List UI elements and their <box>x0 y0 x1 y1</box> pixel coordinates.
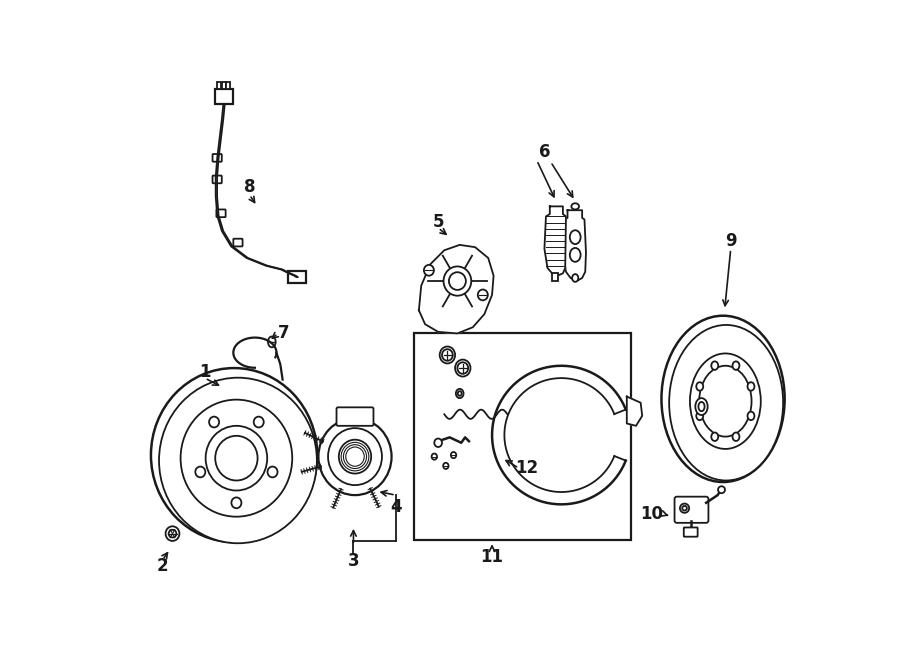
FancyBboxPatch shape <box>215 89 233 104</box>
FancyBboxPatch shape <box>337 407 374 426</box>
Ellipse shape <box>442 349 453 361</box>
Ellipse shape <box>662 316 785 482</box>
Text: 9: 9 <box>724 232 736 250</box>
Ellipse shape <box>205 426 267 490</box>
Ellipse shape <box>268 336 275 347</box>
Polygon shape <box>626 397 643 426</box>
Text: 1: 1 <box>199 363 211 381</box>
Ellipse shape <box>195 467 205 477</box>
Ellipse shape <box>733 362 740 370</box>
Ellipse shape <box>267 467 277 477</box>
Ellipse shape <box>328 428 382 485</box>
FancyBboxPatch shape <box>216 210 226 217</box>
Ellipse shape <box>443 463 448 469</box>
Ellipse shape <box>254 416 264 428</box>
Ellipse shape <box>168 529 176 537</box>
Text: 6: 6 <box>539 143 550 161</box>
Bar <box>227 83 230 89</box>
Ellipse shape <box>424 265 434 276</box>
Ellipse shape <box>572 274 579 282</box>
Ellipse shape <box>733 432 740 441</box>
Ellipse shape <box>432 453 437 459</box>
Ellipse shape <box>696 398 707 415</box>
FancyBboxPatch shape <box>233 239 243 247</box>
Ellipse shape <box>718 486 725 493</box>
Ellipse shape <box>456 389 464 398</box>
Ellipse shape <box>338 440 371 473</box>
Bar <box>221 83 226 89</box>
Text: 11: 11 <box>481 548 504 566</box>
Text: 2: 2 <box>157 557 168 575</box>
Ellipse shape <box>697 382 703 391</box>
Ellipse shape <box>319 418 392 495</box>
Ellipse shape <box>699 366 752 437</box>
FancyBboxPatch shape <box>212 154 221 162</box>
Ellipse shape <box>444 266 472 295</box>
Polygon shape <box>544 206 566 276</box>
Text: 4: 4 <box>390 498 401 516</box>
Ellipse shape <box>748 412 754 420</box>
Polygon shape <box>562 210 586 281</box>
Text: 5: 5 <box>432 213 444 231</box>
Ellipse shape <box>449 272 466 290</box>
Text: 8: 8 <box>244 178 256 196</box>
FancyBboxPatch shape <box>212 176 221 183</box>
Ellipse shape <box>570 248 580 262</box>
Ellipse shape <box>151 368 318 542</box>
Bar <box>552 274 558 281</box>
Ellipse shape <box>231 498 241 508</box>
Text: 3: 3 <box>347 551 359 570</box>
Ellipse shape <box>711 362 718 370</box>
Ellipse shape <box>215 436 257 481</box>
Bar <box>413 333 631 540</box>
Ellipse shape <box>698 402 705 411</box>
Ellipse shape <box>680 504 689 513</box>
Ellipse shape <box>209 416 219 428</box>
Bar <box>217 83 221 89</box>
Ellipse shape <box>682 506 687 510</box>
Ellipse shape <box>181 400 292 517</box>
Ellipse shape <box>435 438 442 447</box>
Ellipse shape <box>711 432 718 441</box>
Ellipse shape <box>690 354 760 449</box>
Ellipse shape <box>669 325 783 481</box>
FancyBboxPatch shape <box>674 496 708 523</box>
Ellipse shape <box>748 382 754 391</box>
Ellipse shape <box>697 412 703 420</box>
Ellipse shape <box>478 290 488 300</box>
Ellipse shape <box>159 377 317 543</box>
Ellipse shape <box>166 526 179 541</box>
Ellipse shape <box>570 230 580 244</box>
FancyBboxPatch shape <box>684 527 698 537</box>
FancyBboxPatch shape <box>288 271 307 284</box>
Ellipse shape <box>572 204 579 210</box>
Text: 7: 7 <box>278 325 290 342</box>
Text: 10: 10 <box>640 506 663 524</box>
Text: 12: 12 <box>515 459 538 477</box>
Ellipse shape <box>451 452 456 458</box>
Ellipse shape <box>458 391 462 396</box>
Ellipse shape <box>457 362 468 374</box>
Polygon shape <box>418 245 493 333</box>
